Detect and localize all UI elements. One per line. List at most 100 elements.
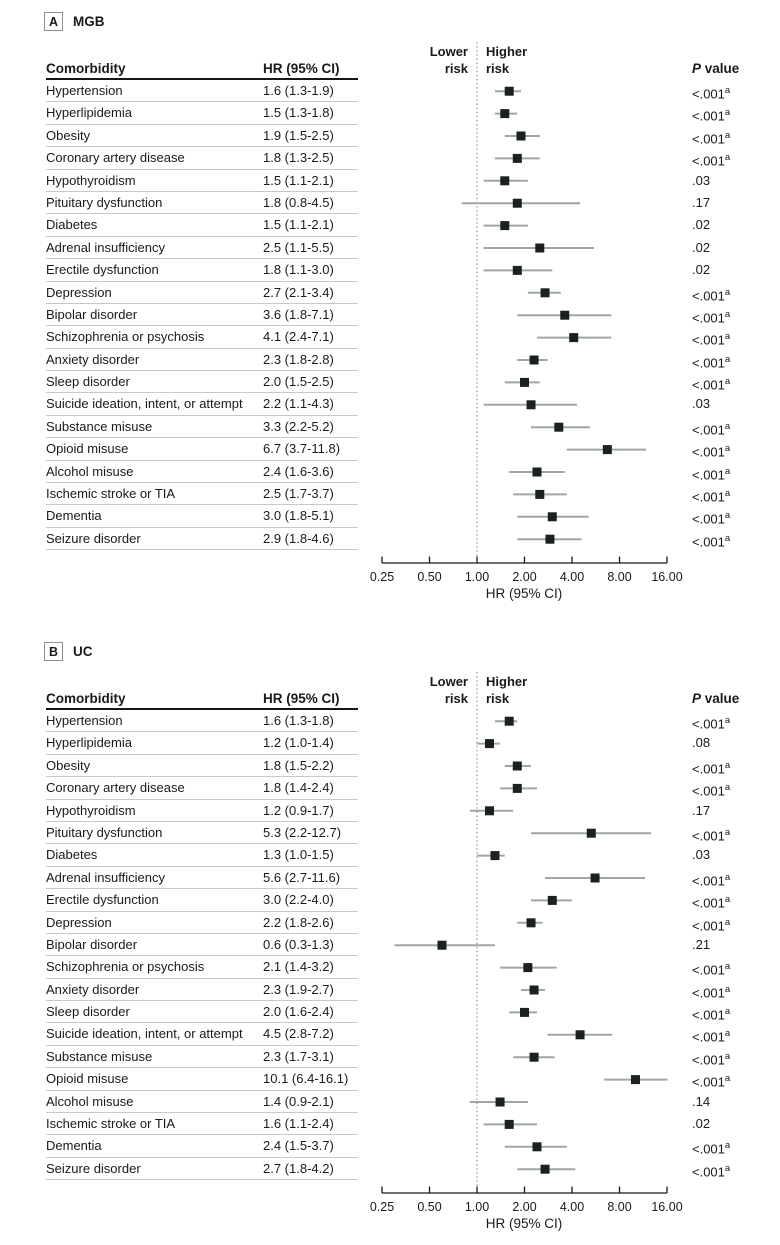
- hr-marker: [437, 940, 447, 950]
- table-row: Adrenal insufficiency 2.5 (1.1-5.5): [46, 237, 358, 260]
- table-row: Obesity 1.8 (1.5-2.2): [46, 755, 358, 778]
- higher-risk-label: Higher risk: [486, 674, 528, 706]
- table-row: Sleep disorder 2.0 (1.5-2.5): [46, 371, 358, 394]
- p-value: .17: [692, 194, 711, 210]
- table-row: Hypertension 1.6 (1.3-1.9): [46, 80, 358, 103]
- table-row: Bipolar disorder 3.6 (1.8-7.1): [46, 304, 358, 327]
- hr-marker: [484, 806, 494, 816]
- p-value: <.001a: [692, 1162, 731, 1180]
- forest-plot-canvas: 0.25 0.50 1.00 2.00 4.00 8.00 16.00: [370, 42, 683, 584]
- hr-marker: [545, 534, 555, 544]
- hr-ci-value: 1.4 (0.9-2.1): [263, 1093, 334, 1109]
- hr-ci-value: 1.8 (1.5-2.2): [263, 757, 334, 773]
- lower-risk-label: Lower risk: [429, 44, 468, 76]
- hr-marker: [630, 1075, 640, 1085]
- p-value: .03: [692, 396, 711, 412]
- comorbidity-name: Hypertension: [46, 83, 123, 98]
- p-value: <.001a: [692, 443, 731, 460]
- panel-title: UC: [73, 644, 93, 659]
- table-row: Coronary artery disease 1.8 (1.4-2.4): [46, 777, 358, 800]
- table-row: Anxiety disorder 2.3 (1.9-2.7): [46, 979, 358, 1002]
- comorbidity-name: Depression: [46, 914, 112, 930]
- x-axis-label: HR (95% CI): [485, 586, 563, 601]
- panel-b-tag: B UC: [44, 642, 93, 661]
- comorbidity-name: Hypothyroidism: [46, 172, 136, 188]
- comorbidity-name: Schizophrenia or psychosis: [46, 959, 205, 975]
- p-value: <.001a: [692, 826, 731, 844]
- comorbidity-name: Hypothyroidism: [46, 802, 136, 818]
- comorbidity-name: Substance misuse: [46, 418, 153, 434]
- table-row: Hyperlipidemia 1.5 (1.3-1.8): [46, 102, 358, 125]
- table-row: Adrenal insufficiency 5.6 (2.7-11.6): [46, 867, 358, 890]
- p-value: <.001a: [692, 894, 731, 911]
- hr-ci-value: 1.5 (1.1-2.1): [263, 172, 334, 188]
- p-value: <.001a: [692, 1028, 731, 1045]
- p-value: <.001a: [692, 286, 731, 303]
- hr-ci-value: 1.3 (1.0-1.5): [263, 847, 334, 863]
- table-row: Erectile dysfunction 3.0 (2.2-4.0): [46, 889, 358, 912]
- comorbidity-name: Adrenal insufficiency: [46, 869, 165, 885]
- hr-ci-value: 2.9 (1.8-4.6): [263, 530, 334, 546]
- p-value: <.001a: [692, 759, 731, 777]
- higher-risk-label: Higher risk: [486, 44, 528, 76]
- table-row: Opioid misuse 10.1 (6.4-16.1): [46, 1068, 358, 1091]
- hr-marker: [500, 109, 510, 119]
- hr-marker: [540, 288, 550, 298]
- comorbidity-name: Coronary artery disease: [46, 780, 185, 796]
- table-row: Substance misuse 2.3 (1.7-3.1): [46, 1046, 358, 1069]
- p-value: <.001a: [692, 488, 731, 505]
- comorbidity-name: Hypertension: [46, 713, 123, 728]
- comorbidity-name: Diabetes: [46, 217, 98, 233]
- p-value: <.001a: [692, 510, 731, 527]
- p-value: <.001a: [692, 916, 731, 933]
- comorbidity-name: Suicide ideation, intent, or attempt: [46, 1026, 243, 1042]
- table-row: Ischemic stroke or TIA 1.6 (1.1-2.4): [46, 1113, 358, 1136]
- p-value: <.001a: [692, 1140, 731, 1157]
- comorbidity-name: Erectile dysfunction: [46, 892, 159, 908]
- hr-ci-value: 1.2 (1.0-1.4): [263, 735, 334, 751]
- p-value: <.001a: [692, 376, 731, 393]
- hr-marker: [569, 333, 579, 343]
- comorbidity-name: Pituitary dysfunction: [46, 824, 163, 840]
- hr-ci-column-header: HR (95% CI): [263, 61, 340, 76]
- hr-marker: [529, 985, 539, 995]
- table-row: Suicide ideation, intent, or attempt 2.2 …: [46, 393, 358, 416]
- hr-ci-value: 1.6 (1.3-1.9): [263, 83, 334, 98]
- comorbidity-name: Anxiety disorder: [46, 351, 140, 367]
- x-axis-tick-label: 1.00: [465, 570, 489, 584]
- table-row: Sleep disorder 2.0 (1.6-2.4): [46, 1001, 358, 1024]
- x-axis-tick-label: 8.00: [607, 1200, 631, 1214]
- p-value: <.001a: [692, 107, 731, 124]
- panel-a-tag: A MGB: [44, 12, 105, 31]
- hr-marker: [520, 1007, 529, 1017]
- pvalue-column-header: P value: [692, 61, 740, 76]
- hr-marker: [520, 377, 529, 387]
- p-value: <.001a: [692, 983, 731, 1001]
- table-row: Erectile dysfunction 1.8 (1.1-3.0): [46, 259, 358, 282]
- hr-ci-value: 4.1 (2.4-7.1): [263, 329, 334, 345]
- table-row: Diabetes 1.3 (1.0-1.5): [46, 844, 358, 867]
- comorbidity-name: Substance misuse: [46, 1048, 153, 1064]
- hr-ci-value: 1.8 (0.8-4.5): [263, 194, 334, 210]
- hr-ci-column-header: HR (95% CI): [263, 691, 340, 706]
- comorbidity-name: Ischemic stroke or TIA: [46, 1116, 176, 1132]
- hr-marker: [529, 1052, 539, 1062]
- p-value: .03: [692, 847, 711, 863]
- table-row: Pituitary dysfunction 5.3 (2.2-12.7): [46, 822, 358, 845]
- lower-risk-label: Lower risk: [429, 674, 468, 706]
- table-row: Opioid misuse 6.7 (3.7-11.8): [46, 438, 358, 461]
- comorbidity-name: Seizure disorder: [46, 530, 141, 546]
- p-value: <.001a: [692, 782, 731, 799]
- comorbidity-name: Alcohol misuse: [46, 1093, 134, 1109]
- table-row: Bipolar disorder 0.6 (0.3-1.3): [46, 934, 358, 957]
- x-axis-tick-label: 8.00: [607, 570, 631, 584]
- table-row: Alcohol misuse 1.4 (0.9-2.1): [46, 1091, 358, 1114]
- table-row: Hypertension 1.6 (1.3-1.8): [46, 710, 358, 733]
- table-row: Seizure disorder 2.9 (1.8-4.6): [46, 528, 358, 551]
- x-axis-tick-label: 0.50: [417, 570, 441, 584]
- hr-marker: [586, 828, 596, 838]
- hr-marker: [500, 176, 510, 186]
- table-row: Pituitary dysfunction 1.8 (0.8-4.5): [46, 192, 358, 215]
- p-value: .21: [692, 936, 711, 952]
- hr-ci-value: 2.3 (1.9-2.7): [263, 981, 334, 997]
